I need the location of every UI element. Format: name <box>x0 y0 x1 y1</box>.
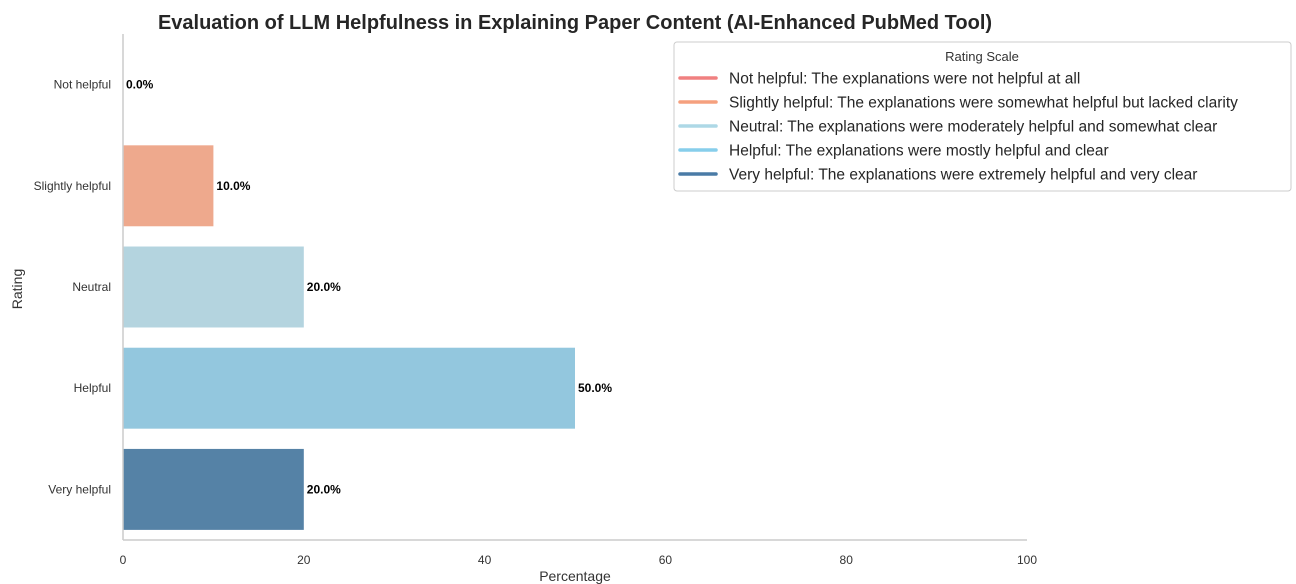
bar-value-label: 20.0% <box>307 280 341 294</box>
legend-entry-label: Very helpful: The explanations were extr… <box>729 167 1197 184</box>
y-tick-labels: Not helpful Slightly helpful Neutral Helpfu… <box>34 78 111 497</box>
x-tick-labels: 0 20 40 60 80 100 <box>120 553 1038 567</box>
y-tick-label: Slightly helpful <box>34 179 111 193</box>
bar-value-label: 50.0% <box>578 381 612 395</box>
y-tick-label: Not helpful <box>54 78 111 92</box>
legend-entries: Not helpful: The explanations were not h… <box>678 71 1238 184</box>
x-tick-label: 100 <box>1017 553 1037 567</box>
x-tick-label: 60 <box>659 553 673 567</box>
legend: Rating Scale Not helpful: The explanatio… <box>673 41 1292 192</box>
bar-value-label: 0.0% <box>126 78 154 92</box>
bar-helpful <box>123 347 575 429</box>
legend-entry-label: Helpful: The explanations were mostly he… <box>729 143 1109 160</box>
bar-very-helpful <box>123 448 304 530</box>
bar-value-label: 20.0% <box>307 482 341 496</box>
bar-slightly-helpful <box>123 145 214 227</box>
legend-entry-label: Not helpful: The explanations were not h… <box>729 71 1080 88</box>
x-tick-label: 80 <box>840 553 854 567</box>
bar-value-label: 10.0% <box>216 179 250 193</box>
y-axis-label: Rating <box>9 269 25 309</box>
x-tick-label: 0 <box>120 553 127 567</box>
bar-neutral <box>123 246 304 328</box>
x-axis-label: Percentage <box>539 568 611 584</box>
legend-box <box>673 41 1292 192</box>
x-tick-label: 20 <box>297 553 311 567</box>
legend-entry-label: Neutral: The explanations were moderatel… <box>729 119 1217 136</box>
legend-entry-label: Slightly helpful: The explanations were … <box>729 95 1238 112</box>
legend-title: Rating Scale <box>945 49 1019 64</box>
y-tick-label: Helpful <box>74 381 111 395</box>
x-tick-label: 40 <box>478 553 492 567</box>
y-tick-label: Very helpful <box>48 482 111 496</box>
bars-group <box>123 145 575 530</box>
bar-labels-group: 0.0% 10.0% 20.0% 50.0% 20.0% <box>126 78 612 497</box>
y-tick-label: Neutral <box>72 280 111 294</box>
chart-title: Evaluation of LLM Helpfulness in Explain… <box>158 12 992 34</box>
